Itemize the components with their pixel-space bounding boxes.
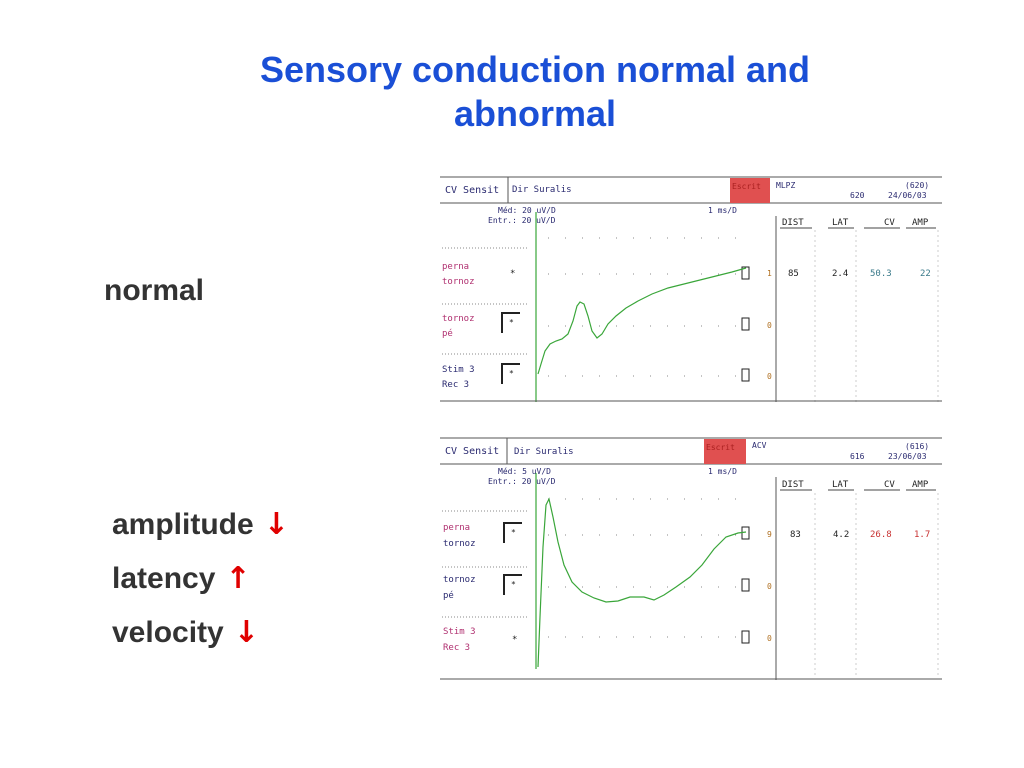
cursor-marker-icon[interactable] bbox=[741, 266, 750, 280]
patient-label: ACV bbox=[752, 441, 767, 450]
site-label: perna bbox=[443, 523, 470, 533]
finding-label: latency bbox=[112, 562, 216, 595]
asterisk-icon: * bbox=[512, 635, 517, 645]
nerve-label: Dir Suralis bbox=[512, 185, 572, 195]
escrit-button-label: Escrit bbox=[706, 443, 735, 452]
col-cv: CV bbox=[884, 218, 895, 228]
slide-title-line2: abnormal bbox=[453, 93, 617, 134]
row-index: 9 bbox=[767, 530, 772, 539]
site-label: tornoz bbox=[443, 539, 476, 549]
site-label: Stim 3 bbox=[443, 627, 476, 637]
asterisk-icon: * bbox=[509, 369, 514, 378]
escrit-button-label: Escrit bbox=[732, 182, 761, 191]
mode-label: CV Sensit bbox=[445, 185, 499, 196]
record-number: 616 bbox=[850, 452, 865, 461]
lat-value: 4.2 bbox=[833, 530, 849, 540]
finding-velocity: velocity ↓ bbox=[112, 611, 289, 665]
row-index: 0 bbox=[767, 634, 772, 643]
abnormal-findings-list: amplitude ↓ latency ↑ velocity ↓ bbox=[112, 503, 289, 665]
corner-bracket-icon[interactable] bbox=[503, 574, 522, 595]
corner-bracket-icon[interactable] bbox=[501, 312, 520, 333]
sensitivity-entr: Entr.: 20 uV/D bbox=[488, 216, 556, 225]
amp-value: 22 bbox=[920, 269, 931, 279]
normal-ncs-panel: Escrit CV Sensit Dir Suralis MLPZ (620) … bbox=[440, 176, 942, 402]
site-label: tornoz bbox=[442, 314, 475, 324]
asterisk-icon: * bbox=[510, 269, 515, 279]
col-amp: AMP bbox=[912, 218, 929, 228]
record-id: (616) bbox=[905, 442, 929, 451]
finding-latency: latency ↑ bbox=[112, 557, 289, 611]
dist-value: 83 bbox=[790, 530, 801, 540]
record-id: (620) bbox=[905, 181, 929, 190]
arrow-down-icon: ↓ bbox=[263, 507, 289, 542]
asterisk-icon: * bbox=[509, 318, 514, 327]
escrit-button[interactable] bbox=[704, 439, 746, 464]
lat-value: 2.4 bbox=[832, 269, 848, 279]
sensitivity-entr: Entr.: 20 uV/D bbox=[488, 477, 556, 486]
col-lat: LAT bbox=[832, 480, 849, 490]
sensitivity-med: Méd: 20 uV/D bbox=[498, 205, 556, 215]
timebase: 1 ms/D bbox=[708, 206, 737, 215]
col-dist: DIST bbox=[782, 480, 804, 490]
amp-value: 1.7 bbox=[914, 530, 930, 540]
normal-label: normal bbox=[104, 274, 205, 307]
cv-value: 50.3 bbox=[870, 269, 892, 279]
abnormal-snap-waveform bbox=[537, 497, 747, 668]
finding-amplitude: amplitude ↓ bbox=[112, 503, 289, 557]
escrit-button[interactable] bbox=[730, 178, 770, 203]
nerve-label: Dir Suralis bbox=[514, 447, 574, 457]
mode-label: CV Sensit bbox=[445, 446, 499, 457]
col-cv: CV bbox=[884, 480, 895, 490]
asterisk-icon: * bbox=[511, 528, 516, 537]
cursor-marker-icon[interactable] bbox=[741, 578, 750, 592]
arrow-down-icon: ↓ bbox=[233, 615, 259, 650]
cursor-marker-icon[interactable] bbox=[741, 317, 750, 331]
normal-ncs-graphic: Escrit CV Sensit Dir Suralis MLPZ (620) … bbox=[440, 176, 942, 402]
cursor-marker-icon[interactable] bbox=[741, 630, 750, 644]
row-index: 1 bbox=[767, 269, 772, 278]
abnormal-ncs-graphic: Escrit CV Sensit Dir Suralis ACV (616) 6… bbox=[440, 437, 942, 680]
slide-title-line1: Sensory conduction normal and bbox=[259, 49, 811, 90]
cursor-marker-icon[interactable] bbox=[741, 368, 750, 382]
site-label: Rec 3 bbox=[442, 380, 469, 390]
row-index: 0 bbox=[767, 372, 772, 381]
site-label: perna bbox=[442, 262, 469, 272]
sensitivity-med: Méd: 5 uV/D bbox=[498, 466, 551, 476]
site-label: pé bbox=[443, 590, 454, 601]
dist-value: 85 bbox=[788, 269, 799, 279]
asterisk-icon: * bbox=[511, 580, 516, 589]
record-date: 24/06/03 bbox=[888, 191, 927, 200]
site-label: Stim 3 bbox=[442, 365, 475, 375]
row-index: 0 bbox=[767, 321, 772, 330]
row-index: 0 bbox=[767, 582, 772, 591]
timebase: 1 ms/D bbox=[708, 467, 737, 476]
record-date: 23/06/03 bbox=[888, 452, 927, 461]
corner-bracket-icon[interactable] bbox=[501, 363, 520, 384]
site-label: Rec 3 bbox=[443, 643, 470, 653]
site-label: tornoz bbox=[442, 277, 475, 287]
normal-snap-waveform bbox=[537, 267, 747, 375]
slide-title: Sensory conduction normal and abnormal bbox=[150, 48, 920, 136]
col-amp: AMP bbox=[912, 480, 929, 490]
record-number: 620 bbox=[850, 191, 865, 200]
col-lat: LAT bbox=[832, 218, 849, 228]
arrow-up-icon: ↑ bbox=[225, 561, 251, 596]
abnormal-ncs-panel: Escrit CV Sensit Dir Suralis ACV (616) 6… bbox=[440, 437, 942, 680]
finding-label: amplitude bbox=[112, 508, 254, 541]
finding-label: velocity bbox=[112, 616, 224, 649]
site-label: pé bbox=[442, 328, 453, 339]
patient-label: MLPZ bbox=[776, 181, 795, 190]
site-label: tornoz bbox=[443, 575, 476, 585]
corner-bracket-icon[interactable] bbox=[503, 522, 522, 543]
col-dist: DIST bbox=[782, 218, 804, 228]
cv-value: 26.8 bbox=[870, 530, 892, 540]
